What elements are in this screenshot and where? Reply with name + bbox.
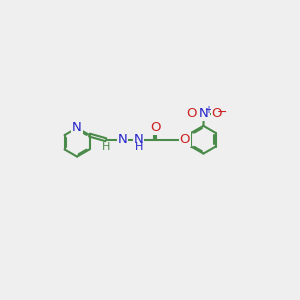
Text: H: H	[102, 142, 110, 152]
Text: O: O	[180, 133, 190, 146]
Text: N: N	[72, 122, 82, 134]
Text: +: +	[204, 105, 212, 115]
Text: N: N	[134, 133, 143, 146]
Text: O: O	[212, 107, 222, 120]
Text: −: −	[217, 106, 227, 118]
Text: H: H	[135, 142, 143, 152]
Text: N: N	[199, 107, 209, 120]
Text: O: O	[187, 107, 197, 120]
Text: N: N	[118, 133, 128, 146]
Text: O: O	[150, 121, 160, 134]
